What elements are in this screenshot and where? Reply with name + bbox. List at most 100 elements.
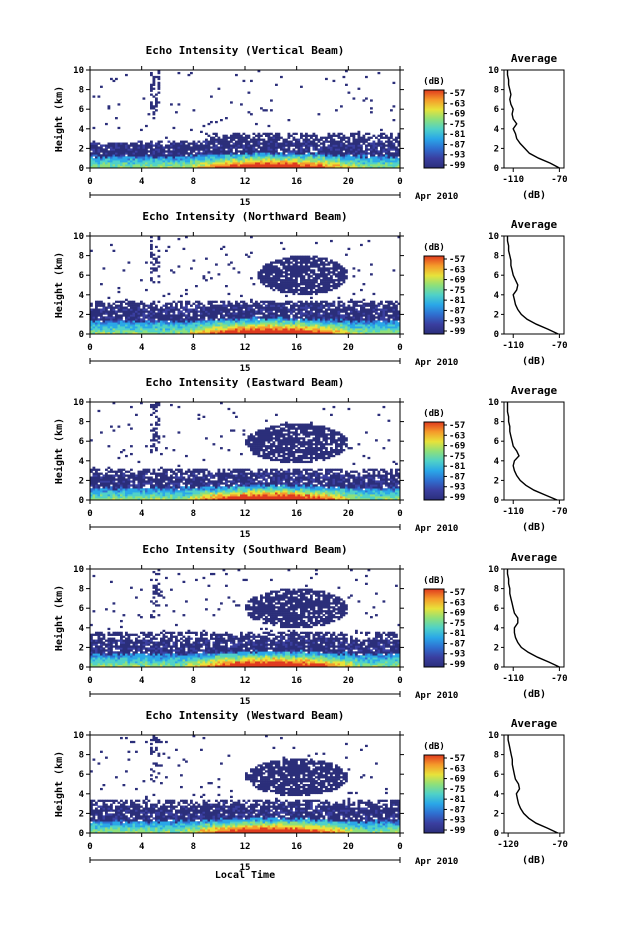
- colorbar-tick-label: -57: [449, 588, 465, 598]
- colorbar: [424, 90, 444, 168]
- profile-xlabel: (dB): [522, 522, 546, 533]
- colorbar-tick-label: -87: [449, 140, 465, 150]
- colorbar-tick-label: -87: [449, 306, 465, 316]
- x-tick-label: 8: [191, 509, 196, 519]
- colorbar-tick-label: -93: [449, 650, 465, 660]
- x-tick-label: 0: [87, 676, 92, 686]
- colorbar-tick-label: -57: [449, 754, 465, 764]
- y-tick-label: 0: [79, 663, 84, 673]
- panel-title: Echo Intensity (Westward Beam): [146, 709, 345, 722]
- colorbar-tick-label: -99: [449, 327, 465, 337]
- profile-y-tick-label: 0: [494, 164, 499, 174]
- colorbar-tick-label: -75: [449, 120, 465, 130]
- y-tick-label: 10: [73, 731, 84, 741]
- x-tick-label: 0: [87, 509, 92, 519]
- colorbar-tick-label: -99: [449, 826, 465, 836]
- colorbar-unit: (dB): [423, 742, 445, 752]
- y-tick-label: 6: [79, 770, 84, 780]
- profile-y-tick-label: 2: [494, 310, 499, 320]
- x-tick-label: 12: [240, 509, 251, 519]
- y-tick-label: 2: [79, 310, 84, 320]
- x-tick-label: 0: [397, 676, 402, 686]
- x-tick-label: 8: [191, 676, 196, 686]
- profile-y-tick-label: 6: [494, 770, 499, 780]
- colorbar-tick-label: -87: [449, 472, 465, 482]
- profile-y-tick-label: 2: [494, 643, 499, 653]
- profile-line: [508, 402, 558, 500]
- x-tick-label: 4: [139, 676, 145, 686]
- profile-y-tick-label: 10: [488, 66, 499, 76]
- y-tick-label: 4: [79, 624, 85, 634]
- colorbar-unit: (dB): [423, 243, 445, 253]
- profile-x-tick-label: -110: [502, 175, 524, 185]
- profile-x-tick-label: -110: [502, 341, 524, 351]
- date-day: 15: [240, 530, 251, 540]
- y-axis-label: Height (km): [53, 252, 65, 318]
- y-tick-label: 4: [79, 457, 85, 467]
- y-tick-label: 4: [79, 790, 85, 800]
- date-day: 15: [240, 198, 251, 208]
- colorbar-unit: (dB): [423, 409, 445, 419]
- colorbar-tick-label: -87: [449, 805, 465, 815]
- x-tick-label: 8: [191, 177, 196, 187]
- colorbar: [424, 256, 444, 334]
- profile-y-tick-label: 4: [494, 457, 500, 467]
- y-tick-label: 0: [79, 330, 84, 340]
- x-tick-label: 12: [240, 842, 251, 852]
- profile-y-tick-label: 8: [494, 252, 499, 262]
- y-tick-label: 2: [79, 809, 84, 819]
- profile-x-tick-label: -110: [502, 674, 524, 684]
- colorbar-tick-label: -63: [449, 431, 465, 441]
- date-label: Apr 2010: [415, 192, 458, 202]
- colorbar-tick-label: -81: [449, 296, 465, 306]
- colorbar-tick-label: -99: [449, 493, 465, 503]
- date-label: Apr 2010: [415, 691, 458, 701]
- profile-line: [508, 735, 558, 833]
- x-tick-label: 0: [87, 177, 92, 187]
- y-tick-label: 8: [79, 585, 84, 595]
- profile-y-tick-label: 10: [488, 232, 499, 242]
- colorbar-tick-label: -63: [449, 598, 465, 608]
- colorbar-tick-label: -75: [449, 619, 465, 629]
- x-tick-label: 4: [139, 177, 145, 187]
- panel-3: Echo Intensity (Eastward Beam)Height (km…: [53, 376, 568, 540]
- x-tick-label: 20: [343, 343, 354, 353]
- profile-y-tick-label: 6: [494, 271, 499, 281]
- y-tick-label: 4: [79, 291, 85, 301]
- heatmap: [90, 236, 400, 334]
- profile-y-tick-label: 4: [494, 790, 500, 800]
- heatmap: [90, 402, 400, 500]
- colorbar-unit: (dB): [423, 77, 445, 87]
- profile-y-tick-label: 8: [494, 751, 499, 761]
- y-tick-label: 6: [79, 271, 84, 281]
- heatmap: [90, 70, 400, 168]
- profile-title: Average: [511, 384, 558, 397]
- colorbar-unit: (dB): [423, 576, 445, 586]
- colorbar-tick-label: -81: [449, 629, 465, 639]
- colorbar-tick-label: -93: [449, 151, 465, 161]
- colorbar-tick-label: -93: [449, 816, 465, 826]
- panel-4: Echo Intensity (Southward Beam)Height (k…: [53, 543, 568, 707]
- x-tick-label: 16: [291, 343, 302, 353]
- colorbar-tick-label: -75: [449, 785, 465, 795]
- profile-y-tick-label: 4: [494, 624, 500, 634]
- y-tick-label: 2: [79, 643, 84, 653]
- colorbar: [424, 755, 444, 833]
- x-tick-label: 20: [343, 676, 354, 686]
- x-tick-label: 20: [343, 842, 354, 852]
- date-label: Apr 2010: [415, 857, 458, 867]
- profile-y-tick-label: 0: [494, 663, 499, 673]
- x-tick-label: 0: [397, 842, 402, 852]
- x-tick-label: 8: [191, 842, 196, 852]
- y-tick-label: 10: [73, 232, 84, 242]
- profile-xlabel: (dB): [522, 689, 546, 700]
- colorbar-tick-label: -69: [449, 442, 465, 452]
- profile-title: Average: [511, 717, 558, 730]
- y-tick-label: 6: [79, 437, 84, 447]
- profile-y-tick-label: 4: [494, 125, 500, 135]
- profile-y-tick-label: 8: [494, 585, 499, 595]
- y-tick-label: 2: [79, 144, 84, 154]
- profile-y-tick-label: 2: [494, 144, 499, 154]
